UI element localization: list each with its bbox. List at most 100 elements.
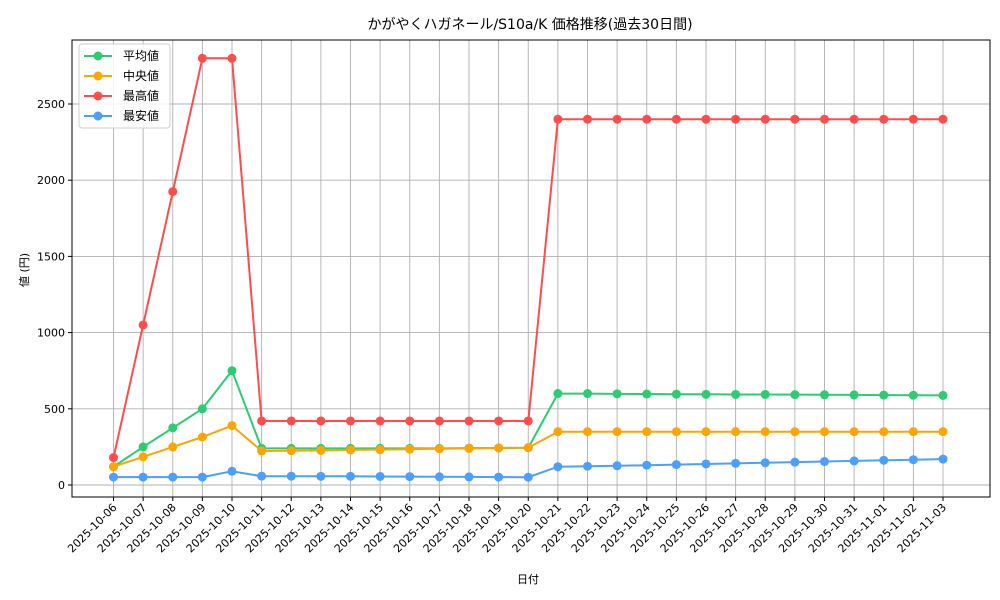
data-point-marker (760, 427, 770, 437)
data-point-marker (464, 416, 474, 426)
data-point-marker (908, 427, 918, 437)
data-point-marker (820, 114, 829, 124)
data-point-marker (583, 427, 592, 437)
data-point-marker (434, 416, 444, 426)
data-point-marker (938, 454, 948, 464)
data-point-marker (583, 389, 592, 399)
y-tick-label: 2000 (37, 174, 65, 187)
data-point-marker (316, 416, 326, 426)
data-point-marker (464, 443, 474, 453)
data-point-marker (405, 416, 415, 426)
data-point-marker (346, 471, 355, 481)
data-point-marker (257, 416, 267, 426)
data-point-marker (849, 427, 859, 437)
data-point-marker (820, 457, 829, 467)
data-point-marker (109, 472, 118, 482)
data-point-marker (523, 416, 533, 426)
data-point-marker (879, 427, 889, 437)
data-point-marker (612, 427, 622, 437)
data-point-marker (790, 390, 800, 400)
y-axis: 0 500 1000 1500 2000 2500 (37, 98, 72, 492)
data-point-marker (938, 390, 948, 400)
series-line (109, 53, 948, 463)
data-point-marker (612, 389, 622, 399)
data-point-marker (138, 452, 148, 462)
data-point-marker (286, 446, 296, 456)
y-axis-label: 値 (円) (18, 253, 31, 287)
data-point-marker (523, 443, 533, 453)
series-line (109, 421, 948, 472)
data-point-marker (227, 366, 237, 376)
legend-box (78, 43, 171, 129)
y-tick-label: 1500 (37, 250, 65, 263)
data-point-marker (790, 457, 800, 467)
data-point-marker (731, 114, 741, 124)
data-point-marker (908, 114, 918, 124)
data-point-marker (553, 114, 563, 124)
data-point-marker (701, 389, 711, 399)
data-series (109, 53, 948, 482)
data-point-marker (908, 390, 918, 400)
data-point-marker (197, 432, 207, 442)
data-point-marker (701, 427, 711, 437)
data-point-marker (760, 389, 770, 399)
data-point-marker (820, 390, 829, 400)
data-point-marker (346, 445, 355, 455)
x-axis-label: 日付 (517, 573, 539, 586)
data-point-marker (434, 472, 444, 482)
data-point-marker (642, 114, 652, 124)
data-point-marker (583, 461, 592, 471)
data-point-marker (434, 444, 444, 454)
data-point-marker (671, 389, 681, 399)
data-point-marker (642, 460, 652, 470)
data-point-marker (612, 461, 622, 471)
data-point-marker (731, 427, 741, 437)
legend-marker-icon (93, 91, 103, 101)
y-tick-label: 0 (58, 479, 65, 492)
data-point-marker (494, 416, 504, 426)
data-point-marker (938, 114, 948, 124)
data-point-marker (760, 114, 770, 124)
data-point-marker (405, 444, 415, 454)
y-tick-label: 2500 (37, 98, 65, 111)
data-point-marker (138, 320, 148, 330)
y-tick-label: 500 (44, 403, 65, 416)
series-line (109, 454, 948, 482)
y-tick-label: 1000 (37, 327, 65, 340)
data-point-marker (197, 404, 207, 414)
data-point-marker (346, 416, 355, 426)
data-point-marker (109, 462, 118, 472)
data-point-marker (938, 427, 948, 437)
data-point-marker (642, 427, 652, 437)
plot-frame (71, 39, 991, 498)
data-point-marker (257, 471, 267, 481)
legend-marker-icon (93, 111, 103, 121)
data-point-marker (464, 472, 474, 482)
data-point-marker (316, 471, 326, 481)
data-point-marker (790, 114, 800, 124)
data-point-marker (553, 389, 563, 399)
data-point-marker (849, 114, 859, 124)
data-point-marker (405, 472, 415, 482)
legend-marker-icon (93, 51, 103, 61)
data-point-marker (375, 416, 385, 426)
data-point-marker (760, 458, 770, 468)
data-point-marker (820, 427, 829, 437)
data-point-marker (849, 456, 859, 466)
data-point-marker (731, 458, 741, 468)
data-point-marker (553, 462, 563, 472)
data-point-marker (553, 427, 563, 437)
data-point-marker (701, 114, 711, 124)
data-point-marker (642, 389, 652, 399)
data-point-marker (227, 466, 237, 476)
data-point-marker (671, 427, 681, 437)
data-point-marker (138, 442, 148, 452)
data-point-marker (257, 446, 267, 456)
data-point-marker (168, 423, 178, 433)
data-point-marker (494, 443, 504, 453)
data-point-marker (286, 416, 296, 426)
legend-label: 最高値 (123, 88, 159, 103)
data-point-marker (671, 114, 681, 124)
data-point-marker (523, 472, 533, 482)
